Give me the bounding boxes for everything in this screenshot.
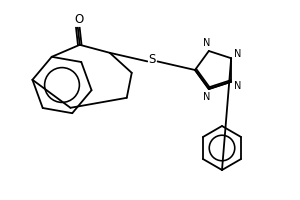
Text: O: O <box>74 13 83 26</box>
Text: N: N <box>203 38 210 48</box>
Text: N: N <box>203 92 210 102</box>
Text: S: S <box>149 53 156 66</box>
Text: N: N <box>234 49 241 59</box>
Text: N: N <box>234 81 241 91</box>
